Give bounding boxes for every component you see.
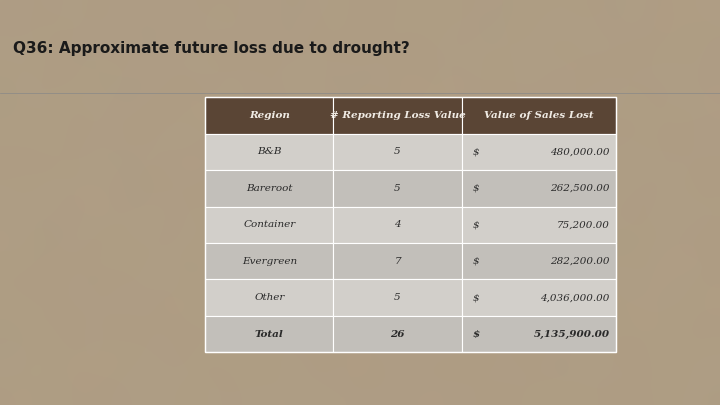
Bar [462,243,616,279]
Bar [205,134,333,170]
Bar [205,97,333,134]
Bar [205,243,333,279]
Bar [333,279,462,316]
Text: 7: 7 [395,257,401,266]
Bar [462,97,616,134]
Text: Q36: Approximate future loss due to drought?: Q36: Approximate future loss due to drou… [13,40,410,55]
Text: Region: Region [249,111,289,120]
Text: Total: Total [255,330,284,339]
Text: 480,000.00: 480,000.00 [550,147,610,156]
Bar [205,207,333,243]
Text: 75,200.00: 75,200.00 [557,220,610,229]
Text: 262,500.00: 262,500.00 [550,184,610,193]
Bar [205,170,333,207]
Text: Evergreen: Evergreen [242,257,297,266]
Bar [462,316,616,352]
Text: 282,200.00: 282,200.00 [550,257,610,266]
Text: $: $ [472,147,479,156]
Text: B&B: B&B [257,147,282,156]
Bar [462,134,616,170]
Bar [333,97,462,134]
Text: # Reporting Loss Value: # Reporting Loss Value [330,111,465,120]
Text: $: $ [472,293,479,302]
Text: Value of Sales Lost: Value of Sales Lost [484,111,593,120]
Text: 5,135,900.00: 5,135,900.00 [534,330,610,339]
Bar [333,170,462,207]
Text: $: $ [472,184,479,193]
Text: Container: Container [243,220,295,229]
Bar [333,134,462,170]
Bar [462,279,616,316]
Text: 5: 5 [395,184,401,193]
Text: Bareroot: Bareroot [246,184,292,193]
Bar [462,170,616,207]
Text: $: $ [472,330,480,339]
Text: $: $ [472,220,479,229]
Text: 4,036,000.00: 4,036,000.00 [541,293,610,302]
Bar [333,316,462,352]
Text: 26: 26 [390,330,405,339]
Text: $: $ [472,257,479,266]
Text: 4: 4 [395,220,401,229]
Bar [462,207,616,243]
Bar [205,97,616,352]
Bar [333,243,462,279]
Text: 5: 5 [395,293,401,302]
Bar [205,316,333,352]
Bar [205,279,333,316]
Bar [333,207,462,243]
Text: 5: 5 [395,147,401,156]
Text: Other: Other [254,293,284,302]
